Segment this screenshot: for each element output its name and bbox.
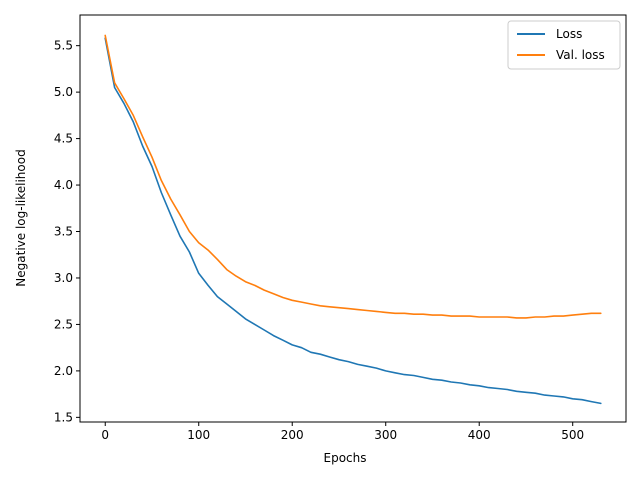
series-line-1: [104, 34, 602, 319]
y-axis-label: Negative log-likelihood: [14, 149, 28, 286]
plot-frame: [79, 14, 627, 423]
legend-label-loss: Loss: [556, 27, 582, 41]
y-tick-label: 3.0: [54, 271, 73, 285]
x-tick-label: 300: [374, 428, 397, 442]
y-tick-label: 4.0: [54, 178, 73, 192]
x-axis: 0 100 200 300 400 500: [101, 422, 584, 442]
y-axis: 1.5 2.0 2.5 3.0 3.5 4.0 4.5 5.0 5.5: [54, 39, 80, 424]
y-tick-label: 2.5: [54, 317, 73, 331]
x-tick-label: 0: [101, 428, 109, 442]
series-layer: [104, 34, 602, 405]
x-tick-label: 200: [281, 428, 304, 442]
x-tick-label: 100: [187, 428, 210, 442]
y-tick-label: 5.5: [54, 39, 73, 53]
legend-label-val-loss: Val. loss: [556, 48, 605, 62]
series-line-0: [104, 37, 602, 405]
y-tick-label: 2.0: [54, 364, 73, 378]
y-tick-label: 1.5: [54, 410, 73, 424]
y-tick-label: 3.5: [54, 225, 73, 239]
y-tick-label: 5.0: [54, 85, 73, 99]
x-tick-label: 500: [561, 428, 584, 442]
x-tick-label: 400: [468, 428, 491, 442]
legend: Loss Val. loss: [507, 20, 621, 70]
y-tick-label: 4.5: [54, 132, 73, 146]
x-axis-label: Epochs: [324, 451, 367, 465]
